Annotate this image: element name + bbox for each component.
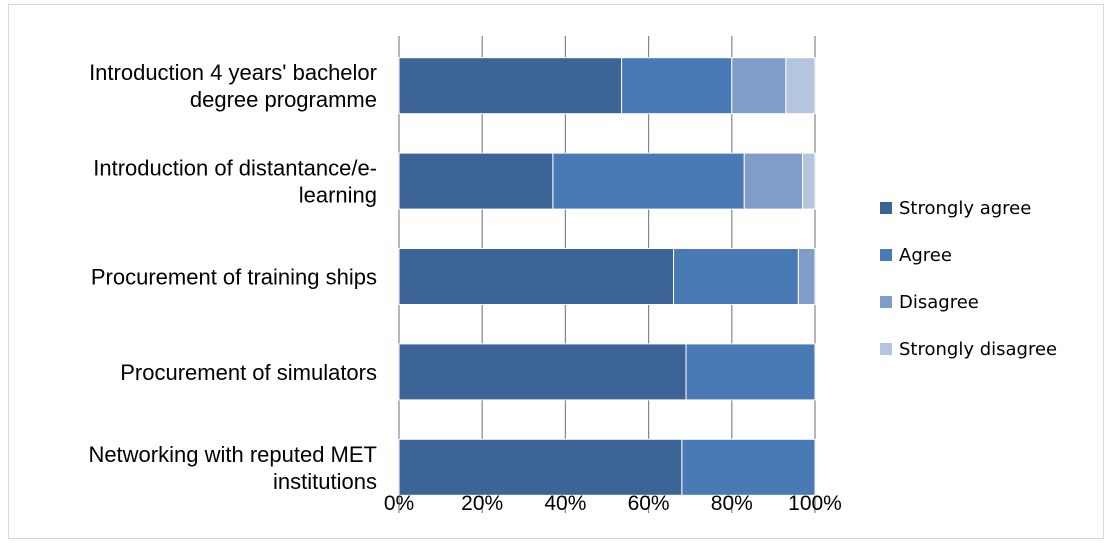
x-tick-labels: 0% 20% 40% 60% 80% 100% (384, 492, 842, 515)
category-label: Introduction 4 years' bachelor (89, 60, 377, 85)
legend-label: Strongly agree (899, 198, 1031, 219)
bar-segment (398, 438, 683, 496)
bar-segment (785, 57, 816, 115)
bar-segment (673, 248, 799, 305)
bar-segment (743, 152, 804, 210)
legend-label: Strongly disagree (899, 339, 1057, 360)
category-label: Procurement of training ships (91, 265, 377, 290)
bar-segment (731, 57, 787, 115)
x-tick-label: 40% (544, 492, 586, 515)
bar-segment (552, 152, 745, 210)
bar-segment (621, 57, 733, 115)
legend: Strongly agree Agree Disagree Strongly disa… (880, 198, 1057, 360)
bar-segment (398, 152, 554, 210)
x-tick-label: 0% (384, 492, 414, 515)
category-label: degree programme (190, 87, 377, 112)
category-label: Networking with reputed MET (88, 442, 377, 467)
x-tick-label: 80% (711, 492, 753, 515)
bar-segment (398, 57, 623, 115)
chart-frame: Introduction 4 years' bachelor degree pro… (8, 4, 1104, 539)
legend-swatch (880, 202, 892, 214)
category-label: learning (299, 183, 377, 208)
category-label: Introduction of distantance/e- (93, 156, 377, 181)
legend-swatch (880, 343, 892, 355)
category-label: Procurement of simulators (120, 360, 377, 385)
bar-segment (398, 248, 675, 305)
bar-segment (802, 152, 816, 210)
bar-segment (685, 343, 816, 401)
x-tick-label: 20% (461, 492, 503, 515)
category-label: institutions (273, 469, 377, 494)
x-tick-label: 100% (788, 492, 842, 515)
legend-label: Disagree (899, 292, 979, 313)
bar-segment (797, 248, 816, 305)
legend-swatch (880, 296, 892, 308)
x-tick-label: 60% (628, 492, 670, 515)
bar-segment (681, 438, 816, 496)
legend-label: Agree (899, 245, 952, 266)
bar-segment (398, 343, 687, 401)
bars (398, 57, 816, 496)
legend-swatch (880, 249, 892, 261)
